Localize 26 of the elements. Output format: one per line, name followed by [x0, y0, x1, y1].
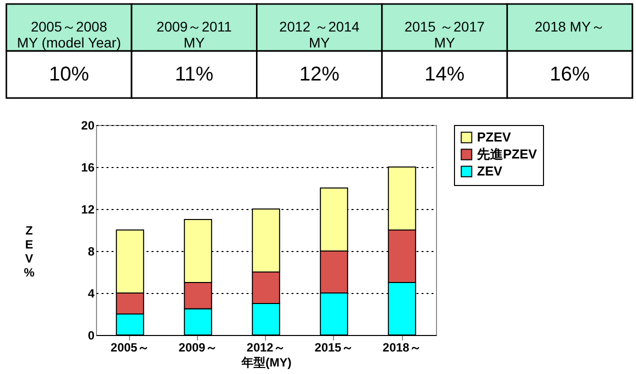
category-label: 2012 ～2014 MY [279, 18, 360, 50]
legend-label: PZEV [477, 130, 512, 144]
category-label: 2018 MY～ [534, 18, 605, 34]
x-tick-label: 2012～ [246, 340, 286, 354]
category-label: 2015 ～2017 MY [404, 18, 485, 50]
x-tick-label: 2009～ [178, 340, 218, 354]
legend-label: ZEV [477, 164, 503, 178]
x-tick-label: 2005～ [110, 340, 150, 354]
x-axis-title: 年型(MY) [240, 356, 292, 370]
x-tick-label: 2015～ [314, 340, 354, 354]
text: 11% [174, 64, 214, 86]
y-tick-label: 8 [88, 244, 95, 258]
x-tick-label: 2018～ [382, 340, 422, 354]
text: 12% [299, 64, 340, 86]
legend-label: 先進PZEV [476, 146, 538, 162]
category-label: 2005～2008 MY (model Year) [16, 18, 121, 50]
y-tick-label: 20 [81, 118, 95, 132]
y-tick-label: 4 [88, 286, 95, 300]
text: 14% [424, 64, 465, 86]
text: 16% [550, 64, 590, 86]
y-tick-label: 0 [88, 328, 95, 342]
category-label: 2009～2011 MY [156, 18, 232, 50]
y-tick-label: 16 [81, 160, 95, 174]
text: 10% [48, 64, 89, 86]
y-tick-label: 12 [81, 202, 95, 216]
y-axis-title: ZEV% [24, 224, 35, 280]
